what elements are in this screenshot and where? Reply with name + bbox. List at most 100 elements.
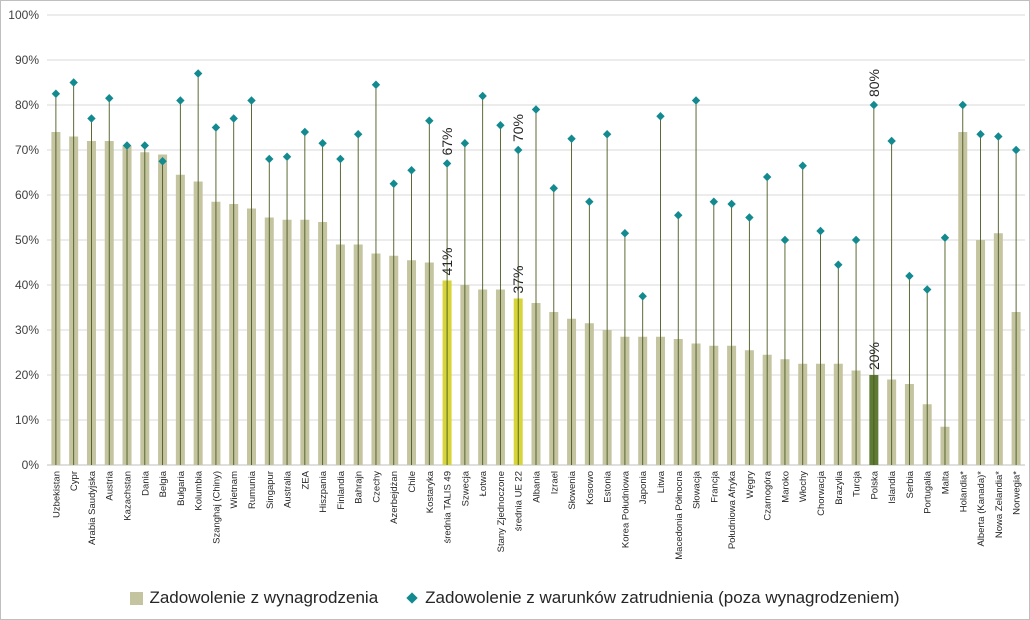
y-tick-label: 100% (8, 8, 39, 22)
legend-item-bars: Zadowolenie z wynagrodzenia (130, 588, 378, 608)
x-label-azerbejdzan: Azerbejdżan (389, 471, 400, 524)
marker-value-label-srednia-ue-22: 70% (510, 114, 526, 142)
marker-singapur (265, 154, 274, 164)
marker-finlandia (336, 154, 345, 164)
x-label-chile: Chile (407, 471, 418, 493)
x-label-macedonia-polnocna: Macedonia Północna (674, 470, 685, 559)
gridlines (47, 14, 1025, 466)
x-label-szwecja: Szwecja (460, 470, 471, 506)
marker-lotwa (478, 91, 487, 101)
marker-czechy (371, 80, 381, 89)
marker-zea (300, 127, 310, 137)
x-label-norwegia: Norwegia* (1012, 471, 1023, 515)
marker-kostaryka (425, 116, 434, 125)
marker-kolumbia (193, 69, 203, 78)
x-label-szanghaj-chiny: Szanghaj (Chiny) (211, 471, 222, 544)
y-tick-label: 70% (15, 143, 39, 157)
x-label-litwa: Litwa (656, 470, 667, 493)
marker-estonia (602, 130, 612, 139)
x-label-francja: Francja (709, 470, 720, 502)
legend-marker-label: Zadowolenie z warunków zatrudnienia (poz… (425, 588, 900, 607)
bar-value-label-srednia-talis-49: 41% (439, 247, 455, 275)
marker-value-label-polska: 80% (866, 69, 882, 97)
x-label-dania: Dania (140, 470, 151, 496)
marker-alberta-kanada (976, 130, 985, 139)
marker-bahrajn (353, 130, 363, 139)
x-label-polska: Polska (869, 470, 880, 499)
marker-albania (531, 105, 541, 114)
marker-szanghaj-chiny (211, 123, 221, 132)
y-tick-label: 60% (15, 188, 39, 202)
marker-srednia-ue-22 (514, 145, 523, 155)
marker-azerbejdzan (389, 179, 398, 188)
x-label-poludniowa-afryka: Południowa Afryka (727, 470, 738, 549)
x-axis-labels: Uzbekistan Cypr Arabia Saudyjska Austria Kaz… (51, 470, 1022, 559)
x-label-slowenia: Słowenia (567, 470, 578, 509)
marker-litwa (656, 112, 665, 121)
y-tick-label: 90% (15, 53, 39, 67)
data-labels: 41% 67% 37% 70% 20% 80% (439, 69, 882, 370)
x-label-uzbekistan: Uzbekistan (51, 471, 62, 518)
x-label-islandia: Islandia (887, 470, 898, 503)
legend-diamond-icon (406, 592, 418, 604)
marker-chile (407, 166, 416, 175)
x-label-finlandia: Finlandia (336, 470, 347, 509)
y-tick-label: 30% (15, 323, 39, 337)
x-label-estonia: Estonia (603, 470, 614, 502)
x-label-japonia: Japonia (638, 470, 649, 504)
x-label-brazylia: Brazylia (834, 470, 845, 505)
marker-maroko (780, 235, 790, 245)
marker-australia (282, 152, 292, 161)
x-label-srednia-ue-22: średnia UE 22 (514, 471, 525, 531)
x-label-hiszpania: Hiszpania (318, 470, 329, 512)
x-label-kosowo: Kosowo (585, 471, 596, 505)
marker-cypr (69, 78, 78, 87)
marker-stany-zjednoczone (496, 121, 505, 130)
marker-slowenia (567, 134, 576, 143)
x-label-srednia-talis-49: średnia TALIS 49 (443, 471, 454, 544)
x-label-maroko: Maroko (780, 471, 791, 503)
x-label-serbia: Serbia (905, 470, 916, 498)
marker-islandia (887, 136, 896, 146)
x-label-holandia: Holandia* (958, 471, 969, 512)
x-label-zea: ZEA (300, 470, 311, 489)
x-label-nowa-zelandia: Nowa Zelandia* (994, 471, 1005, 538)
x-label-wietnam: Wietnam (229, 471, 240, 509)
y-tick-label: 50% (15, 233, 39, 247)
x-label-lotwa: Łotwa (478, 470, 489, 496)
marker-srednia-talis-49 (442, 159, 452, 168)
x-label-izrael: Izrael (549, 471, 560, 494)
y-axis-ticks: 0% 10% 20% 30% 40% 50% 60% 70% 80% 90% 100% (8, 8, 39, 472)
y-tick-label: 40% (15, 278, 39, 292)
marker-francja (709, 197, 719, 206)
y-tick-label: 20% (15, 368, 39, 382)
y-tick-label: 10% (15, 413, 39, 427)
x-label-wegry: Węgry (745, 471, 756, 499)
x-label-czechy: Czechy (371, 471, 382, 503)
marker-szwecja (460, 139, 470, 148)
legend-item-markers: Zadowolenie z warunków zatrudnienia (poz… (406, 588, 900, 608)
x-label-turcja: Turcja (852, 470, 863, 497)
marker-kosowo (585, 197, 594, 206)
x-label-korea-poludniowa: Korea Południowa (620, 470, 631, 548)
marker-poludniowa-afryka (727, 199, 736, 209)
marker-hiszpania (318, 139, 327, 148)
marker-slowacja (691, 96, 701, 105)
marker-japonia (638, 292, 647, 301)
x-label-rumunia: Rumunia (247, 470, 258, 509)
marker-macedonia-polnocna (674, 211, 683, 220)
legend-bar-swatch (130, 591, 144, 605)
marker-turcja (851, 235, 861, 245)
marker-nowa-zelandia (994, 132, 1003, 141)
marker-wlochy (798, 161, 807, 170)
bar-value-label-polska: 20% (866, 342, 882, 370)
x-label-kazachstan: Kazachstan (123, 471, 134, 521)
x-label-cypr: Cypr (69, 471, 80, 491)
y-tick-label: 0% (22, 458, 40, 472)
marker-value-label-srednia-talis-49: 67% (439, 127, 455, 155)
x-label-bulgaria: Bułgaria (176, 470, 187, 506)
x-label-kolumbia: Kolumbia (194, 470, 205, 510)
x-label-austria: Austria (105, 470, 116, 500)
x-label-albania: Albania (532, 470, 543, 502)
marker-korea-poludniowa (620, 229, 630, 238)
